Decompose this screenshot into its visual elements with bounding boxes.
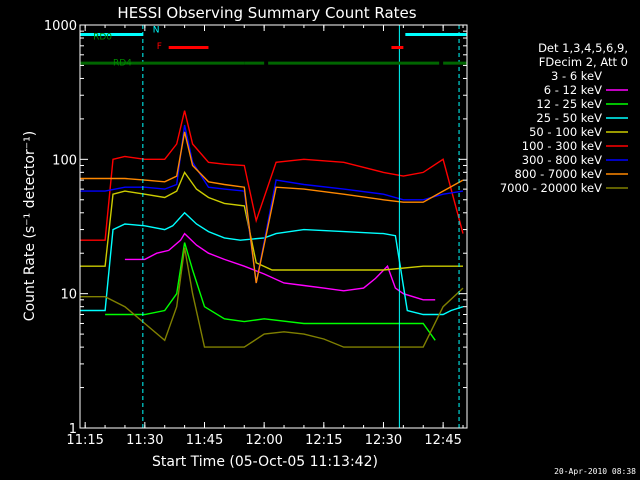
series-line-5 — [80, 170, 463, 271]
y-tick-label: 100 — [52, 153, 77, 168]
annotation-rd0: RD0 — [93, 32, 112, 42]
legend-entry-label: 7000 - 20000 keV — [500, 181, 602, 195]
annotation-rd4: RD4 — [113, 58, 132, 68]
x-tick-label: 11:45 — [186, 433, 223, 448]
series-line-1 — [136, 228, 392, 315]
legend-header-line: Det 1,3,4,5,6,9, — [538, 41, 628, 55]
legend-entry-label: 3 - 6 keV — [551, 69, 602, 83]
annotation-n: N — [153, 25, 160, 35]
series-line-8 — [80, 131, 464, 284]
x-tick-label: 12:45 — [424, 433, 461, 448]
y-tick-label: 1 — [69, 422, 77, 437]
annotation-f: F — [157, 42, 162, 52]
y-tick-label: 10 — [60, 288, 77, 303]
legend-entry-label: 50 - 100 keV — [529, 125, 602, 139]
legend-entry-label: 25 - 50 keV — [536, 111, 602, 125]
x-tick-label: 12:00 — [245, 433, 282, 448]
x-tick-label: 12:30 — [365, 433, 402, 448]
legend: Det 1,3,4,5,6,9,FDecim 2, Att 03 - 6 keV… — [500, 41, 628, 195]
legend-entry-label: 12 - 25 keV — [536, 97, 602, 111]
series-line-3 — [105, 242, 436, 341]
legend-entry-label: 6 - 12 keV — [544, 83, 602, 97]
series-line-7 — [80, 124, 464, 284]
y-axis-ticks: 1 10 100 1000 — [44, 19, 467, 437]
series-line-6 — [80, 110, 464, 241]
legend-entry-label: 100 - 300 keV — [522, 139, 602, 153]
y-axis-label: Count Rate (s⁻¹ detector⁻¹) — [22, 131, 38, 321]
x-tick-label: 11:30 — [126, 433, 163, 448]
footer-timestamp: 20-Apr-2010 08:38 — [554, 467, 636, 476]
x-axis-ticks: 11:15 11:30 11:45 12:00 12:15 12:30 12:45 — [66, 25, 464, 448]
y-tick-label: 1000 — [44, 19, 77, 34]
series-line-4 — [80, 211, 464, 316]
series-line-2 — [124, 232, 436, 301]
series-line-9 — [80, 247, 464, 348]
legend-entry-label: 800 - 7000 keV — [514, 167, 602, 181]
legend-header-line: FDecim 2, Att 0 — [539, 55, 628, 69]
state-markers-layer: RD0 RD4 NF — [80, 25, 467, 428]
series-layer — [80, 110, 464, 348]
plot-frame — [79, 24, 468, 429]
chart-title: HESSI Observing Summary Count Rates — [117, 4, 416, 22]
legend-entry-label: 300 - 800 keV — [522, 153, 602, 167]
x-axis-label: Start Time (05-Oct-05 11:13:42) — [152, 454, 378, 470]
x-tick-label: 12:15 — [305, 433, 342, 448]
x-tick-label: 11:15 — [66, 433, 103, 448]
